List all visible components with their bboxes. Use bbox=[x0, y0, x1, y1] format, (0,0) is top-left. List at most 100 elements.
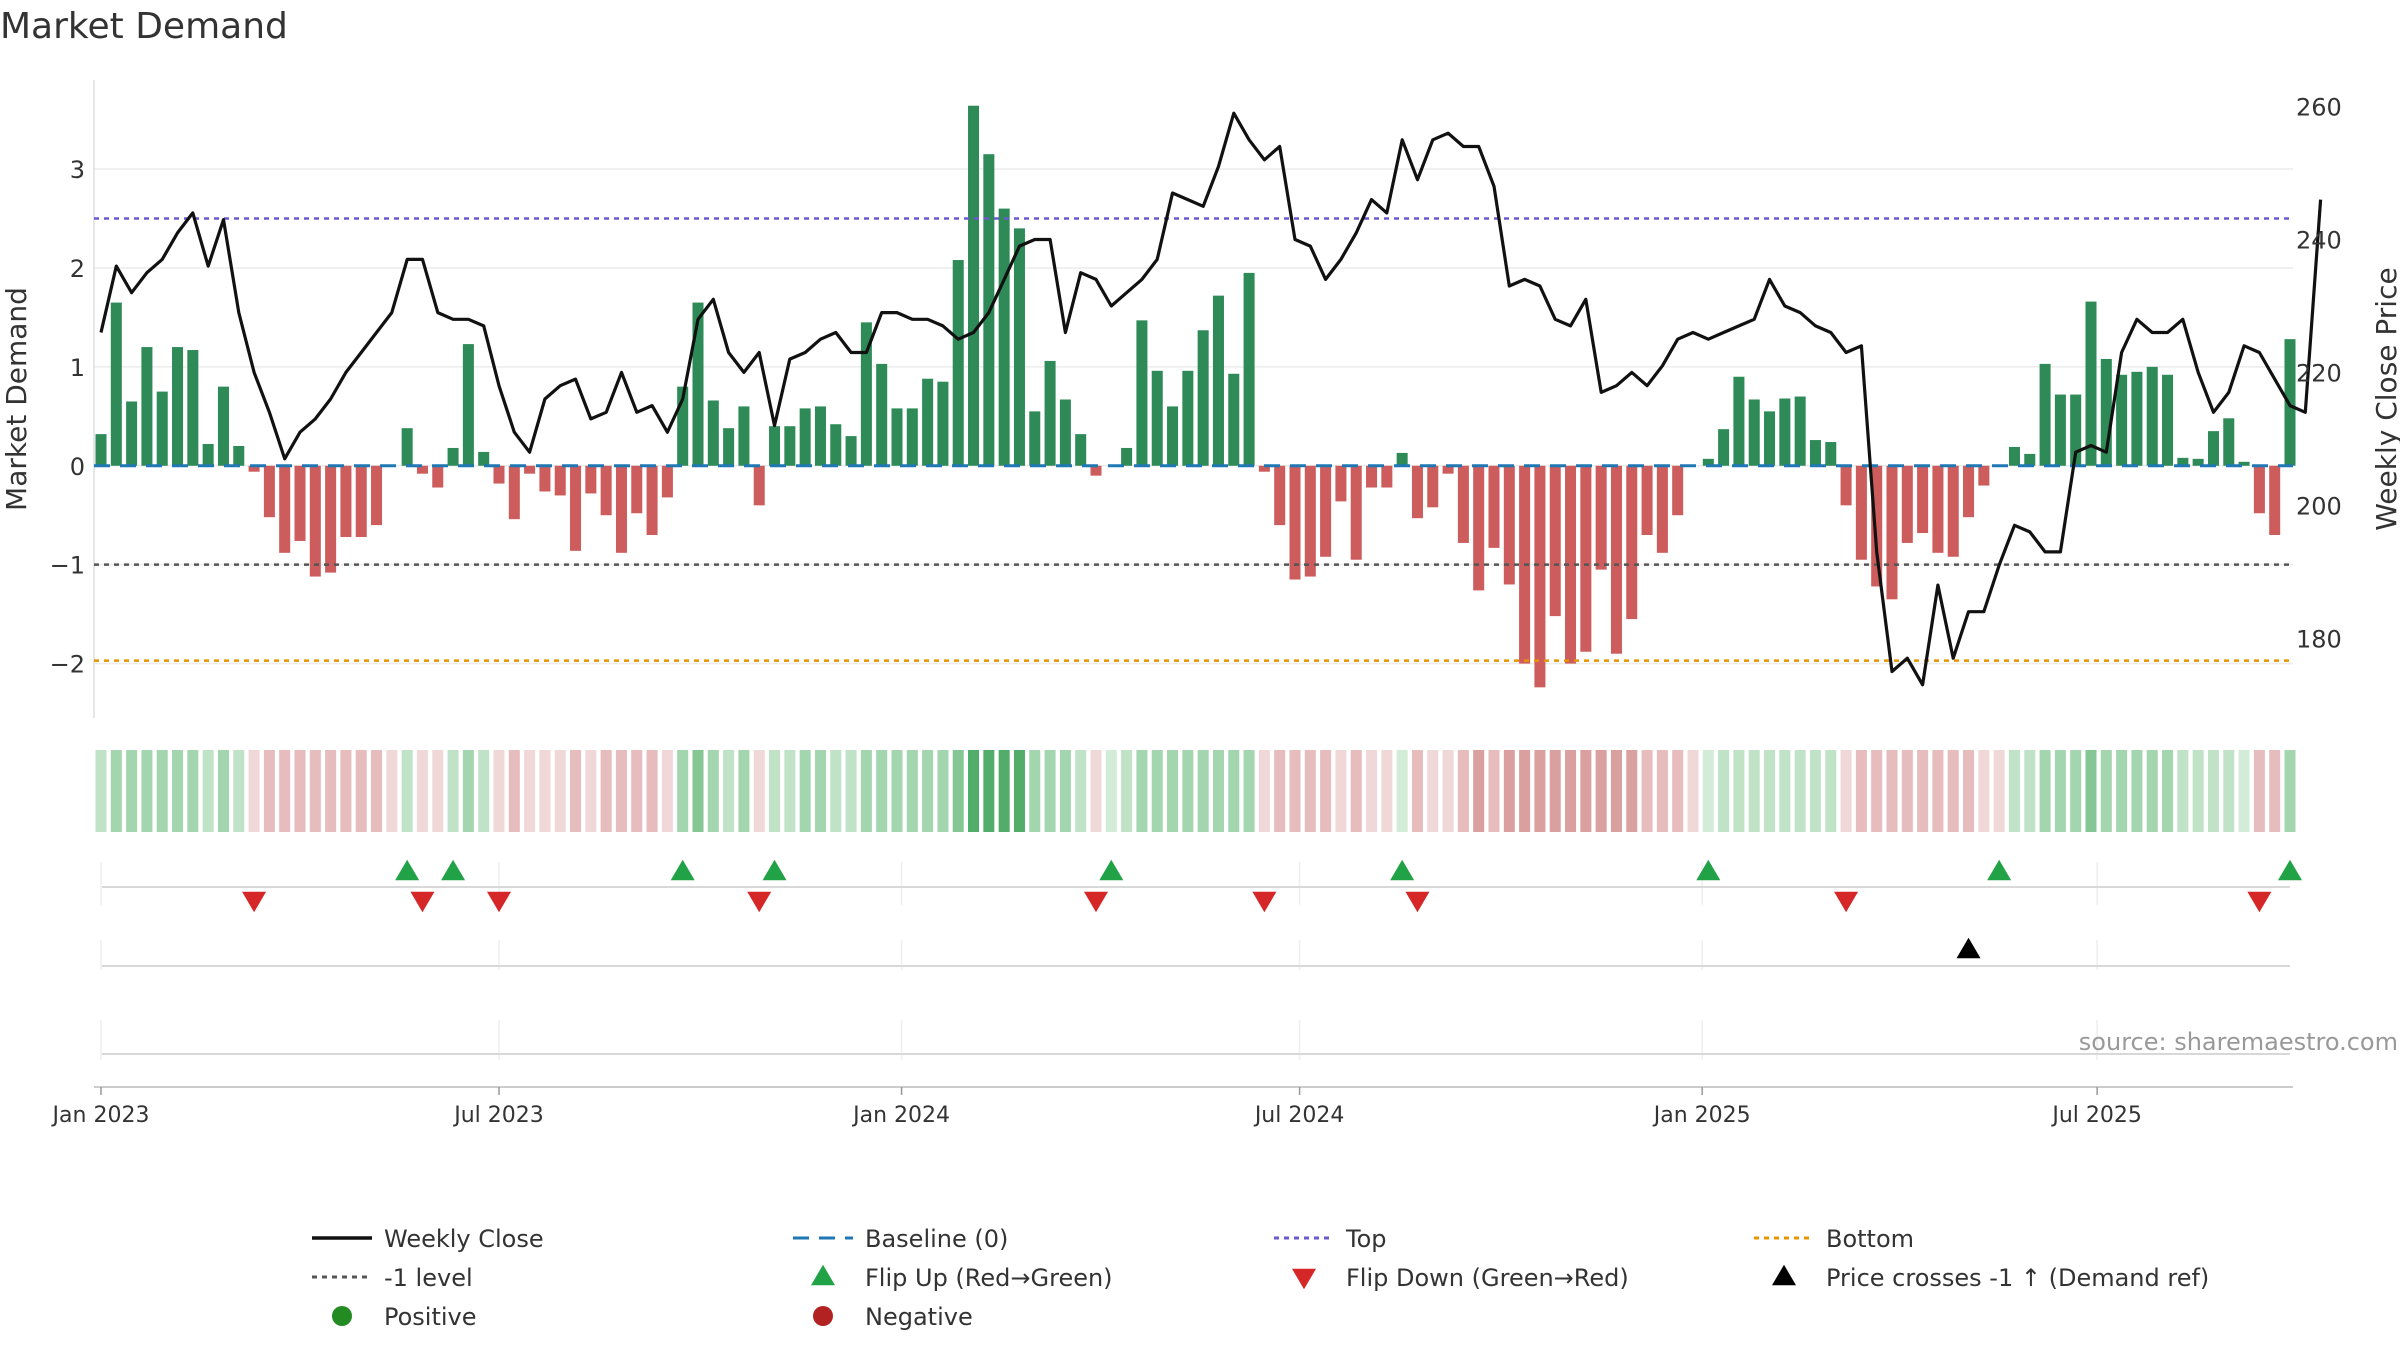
heat-strip-cell bbox=[2146, 750, 2158, 832]
demand-bar bbox=[1212, 295, 1224, 466]
heat-strip-cell bbox=[814, 750, 826, 832]
demand-bar bbox=[799, 408, 811, 466]
heat-strip-cell bbox=[615, 750, 627, 832]
demand-bar bbox=[279, 465, 291, 553]
demand-bar bbox=[1702, 458, 1714, 466]
demand-bar bbox=[677, 386, 689, 466]
demand-bar bbox=[922, 378, 934, 466]
flip-down-marker bbox=[1405, 891, 1430, 913]
demand-bar bbox=[248, 465, 260, 472]
demand-bar bbox=[1289, 465, 1301, 580]
demand-bar bbox=[1595, 465, 1607, 570]
demand-bar bbox=[1151, 370, 1163, 466]
demand-bar bbox=[294, 465, 306, 541]
legend-price-cross-icon bbox=[1772, 1264, 1796, 1286]
heat-strip-cell bbox=[2131, 750, 2143, 832]
heat-strip-cell bbox=[1534, 750, 1546, 832]
demand-bar bbox=[1610, 465, 1622, 654]
right-axis-label: Weekly Close Price bbox=[2370, 267, 2400, 530]
demand-bar bbox=[1121, 447, 1133, 466]
demand-bar bbox=[1366, 465, 1378, 488]
heat-strip-cell bbox=[493, 750, 505, 832]
demand-bar bbox=[1320, 465, 1332, 557]
demand-bar bbox=[508, 465, 520, 520]
legend-label: -1 level bbox=[384, 1264, 473, 1292]
x-tick-label: Jan 2024 bbox=[851, 1103, 950, 1128]
heat-strip-cell bbox=[2054, 750, 2066, 832]
heat-strip-cell bbox=[1411, 750, 1423, 832]
heat-strip-cell bbox=[1764, 750, 1776, 832]
demand-bar bbox=[1136, 320, 1148, 466]
heat-strip-cell bbox=[2070, 750, 2082, 832]
heat-strip-cell bbox=[2192, 750, 2204, 832]
demand-bar bbox=[447, 447, 459, 466]
heat-strip-cell bbox=[1565, 750, 1577, 832]
demand-bar bbox=[860, 322, 872, 466]
heat-strip-cell bbox=[416, 750, 428, 832]
heat-strip-cell bbox=[937, 750, 949, 832]
heat-strip-cell bbox=[95, 750, 107, 832]
demand-bar bbox=[1534, 465, 1546, 688]
demand-bar bbox=[2177, 457, 2189, 466]
demand-bar bbox=[1274, 465, 1286, 526]
demand-bar bbox=[1013, 228, 1025, 466]
heat-strip-cell bbox=[187, 750, 199, 832]
heat-strip-cell bbox=[1013, 750, 1025, 832]
heat-strip-cell bbox=[2223, 750, 2235, 832]
demand-bar bbox=[646, 465, 658, 536]
heat-strip-cell bbox=[1059, 750, 1071, 832]
legend-label: Price crosses -1 ↑ (Demand ref) bbox=[1826, 1264, 2209, 1292]
heat-strip-cell bbox=[723, 750, 735, 832]
heat-strip-cell bbox=[2177, 750, 2189, 832]
heat-strip-cell bbox=[646, 750, 658, 832]
left-tick-label: 2 bbox=[70, 255, 85, 283]
heat-strip-cell bbox=[1748, 750, 1760, 832]
heat-strip-cell bbox=[1396, 750, 1408, 832]
demand-bar bbox=[1947, 465, 1959, 557]
heat-strip-cell bbox=[1733, 750, 1745, 832]
demand-bar bbox=[233, 445, 245, 466]
flip-up-marker bbox=[1696, 859, 1721, 881]
demand-bar bbox=[1718, 429, 1730, 466]
demand-bar bbox=[1182, 370, 1194, 466]
flip-up-marker bbox=[441, 859, 466, 881]
heat-strip-cell bbox=[1335, 750, 1347, 832]
demand-bar bbox=[172, 347, 184, 466]
heat-strip-cell bbox=[661, 750, 673, 832]
heat-strip-cell bbox=[1580, 750, 1592, 832]
demand-bar bbox=[1886, 465, 1898, 600]
demand-bar bbox=[570, 465, 582, 551]
left-axis-label: Market Demand bbox=[0, 287, 33, 511]
demand-bar bbox=[2085, 301, 2097, 466]
demand-bar bbox=[723, 428, 735, 466]
demand-bar bbox=[2223, 418, 2235, 466]
heat-strip-cell bbox=[1442, 750, 1454, 832]
legend-label: Bottom bbox=[1826, 1225, 1914, 1253]
heat-strip-cell bbox=[1718, 750, 1730, 832]
heat-strip-cell bbox=[1702, 750, 1714, 832]
heat-strip-cell bbox=[1917, 750, 1929, 832]
demand-bar bbox=[2238, 461, 2250, 466]
heat-strip-cell bbox=[2207, 750, 2219, 832]
heat-strip-cell bbox=[677, 750, 689, 832]
demand-bar bbox=[2131, 371, 2143, 466]
heat-strip-cell bbox=[1610, 750, 1622, 832]
demand-bar bbox=[432, 465, 444, 488]
demand-bar bbox=[263, 465, 275, 518]
demand-bar bbox=[2269, 465, 2281, 536]
heat-strip-cell bbox=[1136, 750, 1148, 832]
demand-bar bbox=[2253, 465, 2265, 514]
demand-bar bbox=[1044, 360, 1056, 466]
heat-strip-cell bbox=[570, 750, 582, 832]
flip-down-marker bbox=[1252, 891, 1277, 913]
left-tick-label: −2 bbox=[50, 651, 85, 679]
heat-strip-cell bbox=[141, 750, 153, 832]
flip-up-marker bbox=[1390, 859, 1415, 881]
heat-strip-cell bbox=[692, 750, 704, 832]
heat-strip-cell bbox=[126, 750, 138, 832]
demand-bar bbox=[1580, 465, 1592, 652]
heat-strip-cell bbox=[1901, 750, 1913, 832]
heat-strip-cell bbox=[1457, 750, 1469, 832]
heat-strip-cell bbox=[1090, 750, 1102, 832]
heat-strip-cell bbox=[325, 750, 337, 832]
